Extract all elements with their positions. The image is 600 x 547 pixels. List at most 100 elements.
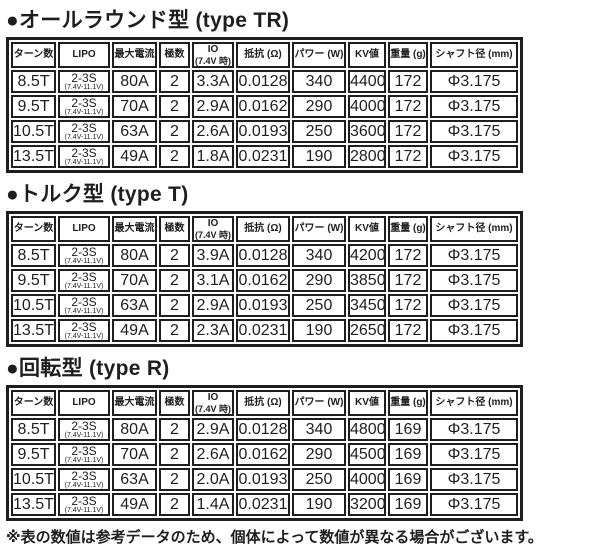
col-header-max-current: 最大電流 xyxy=(112,42,157,68)
cell-weight: 172 xyxy=(388,319,428,342)
cell-max-current: 63A xyxy=(112,120,157,143)
lipo-value: 2-3S xyxy=(71,245,97,259)
cell-poles: 2 xyxy=(159,294,190,317)
lipo-voltage-range: (7.4V-11.1V) xyxy=(64,482,104,489)
cell-shaft: Φ3.175 xyxy=(430,269,518,292)
cell-resistance: 0.0162 xyxy=(236,95,290,118)
cell-resistance: 0.0231 xyxy=(236,493,290,516)
table-row: 8.5T 2-3S (7.4V-11.1V) 80A 2 3.3A 0.0128 … xyxy=(11,70,518,93)
cell-kv: 4000 xyxy=(348,95,386,118)
cell-turns: 10.5T xyxy=(11,120,56,143)
cell-shaft: Φ3.175 xyxy=(430,120,518,143)
cell-poles: 2 xyxy=(159,443,190,466)
cell-poles: 2 xyxy=(159,468,190,491)
col-header-lipo: LIPO xyxy=(58,390,110,416)
cell-resistance: 0.0231 xyxy=(236,145,290,168)
cell-io: 1.8A xyxy=(192,145,234,168)
lipo-voltage-range: (7.4V-11.1V) xyxy=(64,109,104,116)
cell-poles: 2 xyxy=(159,319,190,342)
lipo-voltage-range: (7.4V-11.1V) xyxy=(64,333,104,340)
cell-max-current: 49A xyxy=(112,493,157,516)
col-header-power: パワー (W) xyxy=(292,42,346,68)
lipo-voltage-range: (7.4V-11.1V) xyxy=(64,159,104,166)
col-header-io-line1: IO xyxy=(207,44,219,56)
col-header-shaft: シャフト径 (mm) xyxy=(430,216,518,242)
col-header-io-line2: (7.4V 時) xyxy=(194,229,231,240)
lipo-voltage-range: (7.4V-11.1V) xyxy=(64,258,104,265)
cell-poles: 2 xyxy=(159,244,190,267)
cell-resistance: 0.0128 xyxy=(236,244,290,267)
col-header-io: IO (7.4V 時) xyxy=(192,390,234,416)
cell-weight: 172 xyxy=(388,95,428,118)
cell-io: 2.3A xyxy=(192,319,234,342)
col-header-io-line2: (7.4V 時) xyxy=(194,403,231,414)
cell-resistance: 0.0193 xyxy=(236,468,290,491)
cell-resistance: 0.0162 xyxy=(236,269,290,292)
cell-turns: 10.5T xyxy=(11,468,56,491)
lipo-voltage-range: (7.4V-11.1V) xyxy=(64,84,104,91)
cell-poles: 2 xyxy=(159,269,190,292)
cell-weight: 172 xyxy=(388,145,428,168)
header-row: ターン数 LIPO 最大電流 極数 IO (7.4V 時) 抵抗 (Ω) パワー … xyxy=(11,390,518,416)
col-header-shaft: シャフト径 (mm) xyxy=(430,390,518,416)
section-title: ●回転型 (type R) xyxy=(6,357,170,380)
cell-power: 340 xyxy=(292,70,346,93)
cell-resistance: 0.0231 xyxy=(236,319,290,342)
col-header-io-line1: IO xyxy=(207,218,219,230)
cell-power: 290 xyxy=(292,269,346,292)
cell-turns: 13.5T xyxy=(11,145,56,168)
col-header-poles: 極数 xyxy=(159,390,190,416)
lipo-voltage-range: (7.4V-11.1V) xyxy=(64,432,104,439)
spec-table: ターン数 LIPO 最大電流 極数 IO (7.4V 時) 抵抗 (Ω) パワー … xyxy=(6,37,523,173)
cell-shaft: Φ3.175 xyxy=(430,145,518,168)
table-row: 8.5T 2-3S (7.4V-11.1V) 80A 2 2.9A 0.0128 … xyxy=(11,418,518,441)
cell-weight: 169 xyxy=(388,493,428,516)
cell-power: 250 xyxy=(292,294,346,317)
col-header-weight: 重量 (g) xyxy=(388,42,428,68)
section-title: ●トルク型 (type T) xyxy=(6,183,189,206)
cell-turns: 8.5T xyxy=(11,244,56,267)
cell-poles: 2 xyxy=(159,145,190,168)
cell-max-current: 70A xyxy=(112,269,157,292)
cell-weight: 172 xyxy=(388,120,428,143)
cell-lipo: 2-3S (7.4V-11.1V) xyxy=(58,493,110,516)
col-header-kv: KV値 xyxy=(348,216,386,242)
col-header-resistance: 抵抗 (Ω) xyxy=(236,42,290,68)
lipo-value: 2-3S xyxy=(71,320,97,334)
cell-turns: 13.5T xyxy=(11,493,56,516)
cell-lipo: 2-3S (7.4V-11.1V) xyxy=(58,269,110,292)
cell-power: 340 xyxy=(292,418,346,441)
cell-shaft: Φ3.175 xyxy=(430,443,518,466)
table-row: 10.5T 2-3S (7.4V-11.1V) 63A 2 2.0A 0.0193… xyxy=(11,468,518,491)
table-header: ターン数 LIPO 最大電流 極数 IO (7.4V 時) 抵抗 (Ω) パワー … xyxy=(11,42,518,68)
cell-kv: 4200 xyxy=(348,244,386,267)
col-header-weight: 重量 (g) xyxy=(388,216,428,242)
lipo-value: 2-3S xyxy=(71,71,97,85)
table-row: 9.5T 2-3S (7.4V-11.1V) 70A 2 2.6A 0.0162 … xyxy=(11,443,518,466)
table-body: 8.5T 2-3S (7.4V-11.1V) 80A 2 2.9A 0.0128 … xyxy=(11,418,518,516)
table-row: 9.5T 2-3S (7.4V-11.1V) 70A 2 2.9A 0.0162 … xyxy=(11,95,518,118)
cell-kv: 4400 xyxy=(348,70,386,93)
cell-power: 250 xyxy=(292,468,346,491)
lipo-value: 2-3S xyxy=(71,96,97,110)
table-row: 8.5T 2-3S (7.4V-11.1V) 80A 2 3.9A 0.0128 … xyxy=(11,244,518,267)
cell-kv: 3600 xyxy=(348,120,386,143)
cell-kv: 3450 xyxy=(348,294,386,317)
col-header-max-current: 最大電流 xyxy=(112,390,157,416)
cell-power: 290 xyxy=(292,95,346,118)
spec-table: ターン数 LIPO 最大電流 極数 IO (7.4V 時) 抵抗 (Ω) パワー … xyxy=(6,211,523,347)
cell-weight: 169 xyxy=(388,468,428,491)
lipo-voltage-range: (7.4V-11.1V) xyxy=(64,308,104,315)
table-row: 13.5T 2-3S (7.4V-11.1V) 49A 2 1.4A 0.0231… xyxy=(11,493,518,516)
lipo-value: 2-3S xyxy=(71,295,97,309)
cell-kv: 4800 xyxy=(348,418,386,441)
spec-section: ●オールラウンド型 (type TR) ターン数 LIPO 最大電流 極数 IO… xyxy=(6,4,600,173)
table-row: 13.5T 2-3S (7.4V-11.1V) 49A 2 1.8A 0.0231… xyxy=(11,145,518,168)
col-header-turns: ターン数 xyxy=(11,216,56,242)
cell-poles: 2 xyxy=(159,493,190,516)
cell-poles: 2 xyxy=(159,120,190,143)
cell-lipo: 2-3S (7.4V-11.1V) xyxy=(58,70,110,93)
cell-weight: 169 xyxy=(388,443,428,466)
lipo-voltage-range: (7.4V-11.1V) xyxy=(64,283,104,290)
cell-poles: 2 xyxy=(159,418,190,441)
